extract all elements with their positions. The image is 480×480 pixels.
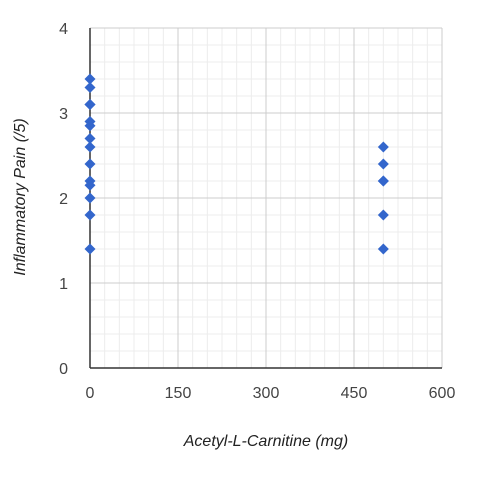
- data-points: [84, 73, 389, 255]
- data-point[interactable]: [377, 141, 389, 153]
- data-point[interactable]: [84, 209, 96, 221]
- data-point[interactable]: [84, 82, 96, 93]
- y-tick-label: 4: [59, 21, 68, 38]
- data-point[interactable]: [84, 120, 96, 132]
- data-point[interactable]: [377, 243, 389, 255]
- data-point[interactable]: [377, 209, 389, 221]
- major-grid: [90, 27, 443, 368]
- y-tick-label: 0: [59, 361, 68, 378]
- x-axis-title: Acetyl-L-Carnitine (mg): [183, 433, 348, 450]
- x-tick-label: 600: [429, 385, 456, 402]
- y-tick-label: 3: [59, 106, 68, 123]
- data-point[interactable]: [84, 133, 96, 144]
- x-tick-label: 300: [253, 385, 280, 402]
- data-point[interactable]: [84, 141, 96, 153]
- data-point[interactable]: [84, 179, 96, 191]
- data-point[interactable]: [84, 73, 96, 85]
- y-tick-label: 1: [59, 276, 68, 293]
- data-point[interactable]: [377, 175, 389, 187]
- x-tick-labels: 0 150 300 450 600: [86, 385, 456, 402]
- data-point[interactable]: [377, 158, 389, 170]
- data-point[interactable]: [84, 158, 96, 170]
- data-point[interactable]: [84, 243, 96, 255]
- x-tick-label: 0: [86, 385, 95, 402]
- x-tick-label: 450: [341, 385, 368, 402]
- y-axis-title: Inflammatory Pain (/5): [12, 118, 29, 275]
- data-point[interactable]: [84, 99, 96, 110]
- y-tick-labels: 0 1 2 3 4: [59, 21, 68, 378]
- data-point[interactable]: [84, 192, 96, 204]
- x-tick-label: 150: [165, 385, 192, 402]
- y-tick-label: 2: [59, 191, 68, 208]
